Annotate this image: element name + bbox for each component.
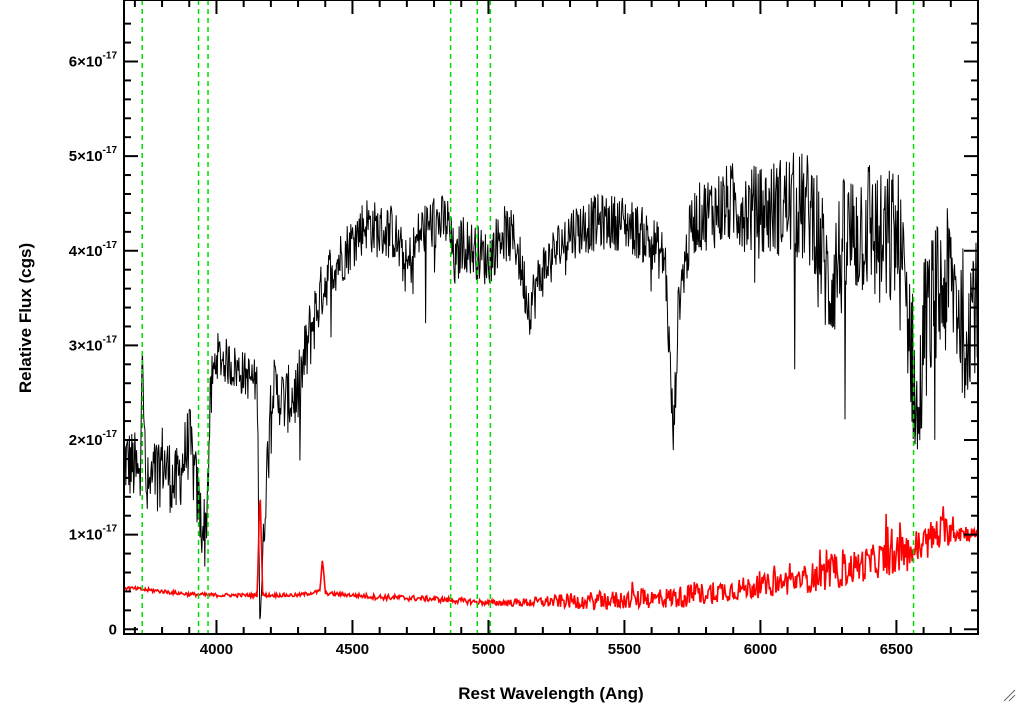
reference-lines bbox=[141, 0, 915, 634]
x-tick-label: 4500 bbox=[336, 641, 369, 658]
y-tick-label: 2×10-17 bbox=[69, 429, 118, 449]
model-series-line bbox=[123, 499, 978, 611]
resize-grip-icon[interactable] bbox=[1002, 688, 1016, 702]
y-tick-label: 3×10-17 bbox=[69, 334, 118, 354]
y-tick-label: 6×10-17 bbox=[69, 51, 118, 71]
y-tick-label: 5×10-17 bbox=[69, 145, 118, 165]
y-axis-title: Relative Flux (cgs) bbox=[16, 243, 35, 393]
x-tick-label: 6500 bbox=[880, 641, 913, 658]
axis-ticks bbox=[124, 0, 979, 634]
x-tick-label: 5500 bbox=[608, 641, 641, 658]
y-tick-label: 4×10-17 bbox=[69, 240, 118, 260]
series-layer bbox=[123, 152, 979, 620]
y-tick-label: 0 bbox=[109, 621, 117, 638]
y-tick-label: 1×10-17 bbox=[69, 524, 118, 544]
plot-frame bbox=[123, 0, 979, 635]
x-tick-label: 6000 bbox=[744, 641, 777, 658]
x-axis-title: Rest Wavelength (Ang) bbox=[458, 684, 643, 703]
tick-labels: 4000 4500 5000 5500 6000 6500 0 1×10-17 2×10-17 3… bbox=[69, 51, 913, 658]
x-tick-label: 4000 bbox=[200, 641, 233, 658]
x-tick-label: 5000 bbox=[472, 641, 505, 658]
spectrum-series-line bbox=[123, 152, 979, 620]
